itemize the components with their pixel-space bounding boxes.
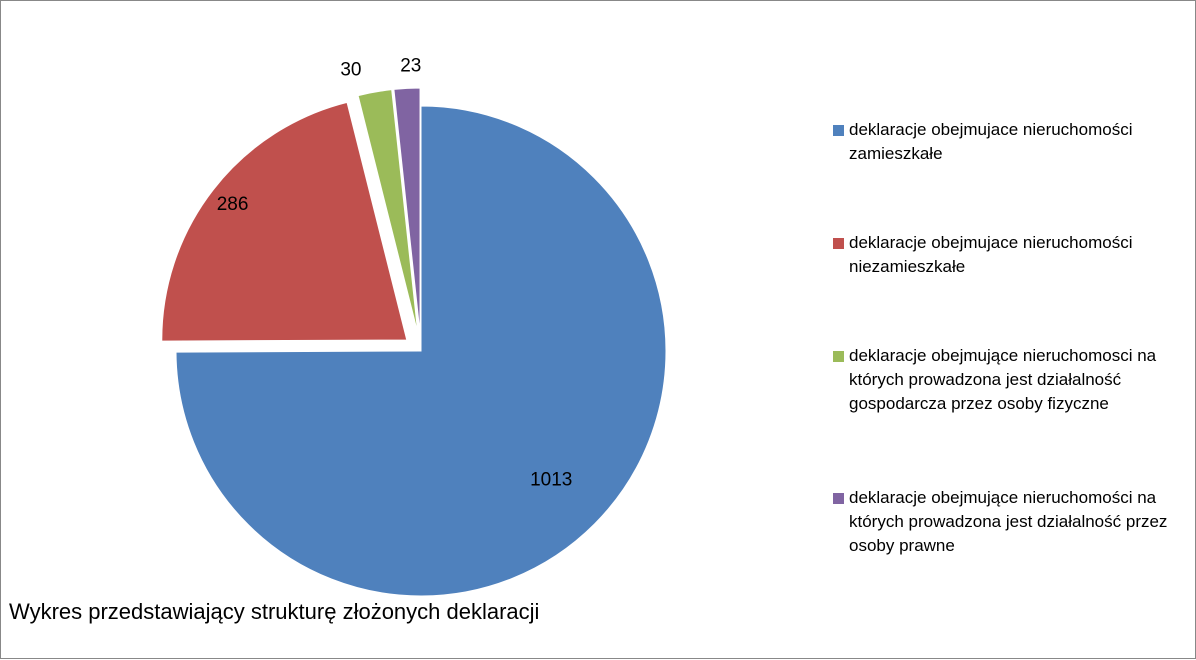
data-label: 23 [400,55,421,76]
data-label: 1013 [530,470,572,491]
pie-slice [161,101,408,342]
legend-label: deklaracje obejmujące nieruchomosci na k… [849,346,1157,413]
legend-item: deklaracje obejmujące nieruchomosci na k… [833,344,1183,416]
pie-slice [175,105,667,597]
chart-title: Wykres przedstawiający strukturę złożony… [9,599,540,624]
legend-swatch [833,351,844,362]
legend-swatch [833,493,844,504]
legend-label: deklaracje obejmujace nieruchomości niez… [849,233,1133,276]
legend-item: deklaracje obejmujace nieruchomości zami… [833,118,1183,166]
legend-item: deklaracje obejmujace nieruchomości niez… [833,231,1183,279]
legend-swatch [833,125,844,136]
data-label: 286 [217,194,249,215]
legend-item: deklaracje obejmujące nieruchomości na k… [833,486,1183,558]
legend-swatch [833,238,844,249]
data-label: 30 [340,59,361,80]
legend-label: deklaracje obejmujące nieruchomości na k… [849,488,1168,555]
pie-slice [357,89,419,334]
legend-label: deklaracje obejmujace nieruchomości zami… [849,120,1133,163]
pie-slice [393,87,421,334]
